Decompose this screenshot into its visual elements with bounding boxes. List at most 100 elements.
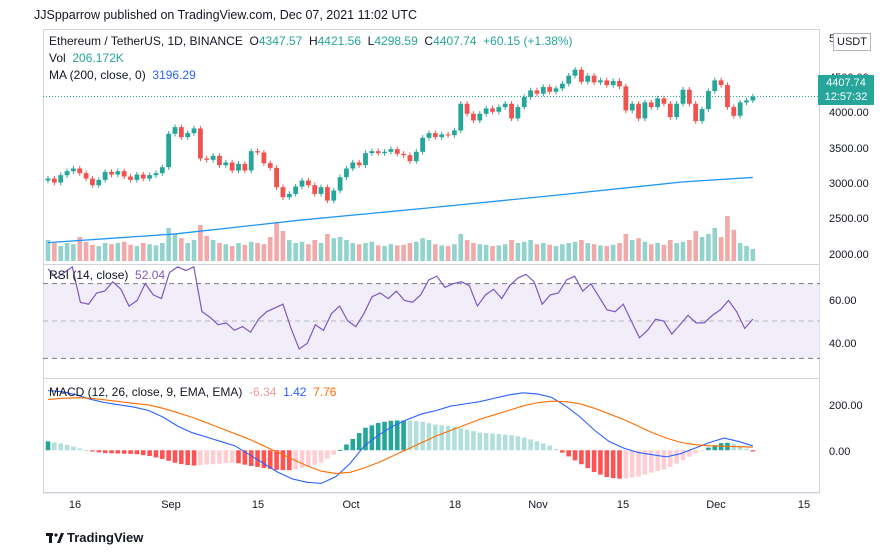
legend-volume-row[interactable]: Vol 206.172K [49,51,124,65]
volume-bar [515,243,521,261]
volume-bar [287,240,292,261]
macd-histogram-bar [407,420,413,451]
x-tick: 15 [251,499,265,511]
candle-body [382,151,387,154]
volume-bar [750,249,756,261]
volume-bar [90,244,95,261]
candle-body [185,133,191,138]
close-value: 4407.74 [433,34,477,48]
candle-body [579,69,584,82]
macd-histogram-bar [223,450,229,464]
volume-bar [198,225,203,261]
candle-body [458,103,464,131]
price-tick: 3500.00 [829,143,869,155]
macd-histogram-bar [629,450,635,478]
macd-histogram-bar [147,450,152,456]
macd-histogram-bar [477,432,483,451]
macd-histogram-bar [287,450,292,471]
macd-histogram-bar [185,450,190,466]
volume-bar [363,243,368,261]
macd-histogram-bar [337,449,343,451]
candle-body [744,100,749,103]
macd-signal-line [47,397,753,474]
volume-bar [521,241,527,261]
candle-body [617,81,622,87]
volume-bar [541,243,546,261]
tradingview-logo[interactable]: TradingView [46,530,143,545]
volume-bar [236,243,241,261]
volume-bar [318,243,324,261]
rsi-label: RSI (14, close) [49,268,129,282]
macd-tick: 0.00 [829,446,851,458]
x-tick: Dec [706,499,726,511]
candle-body [706,91,711,110]
volume-bar [680,241,686,261]
macd-histogram-bar [261,450,267,468]
macd-histogram-bar [668,450,673,468]
volume-bar [140,243,146,261]
candle-body [661,98,667,104]
volume-bar [229,246,235,261]
tradingview-logo-icon [46,530,64,545]
rsi-value: 52.04 [135,268,166,282]
macd-histogram-bar [71,446,76,451]
symbol-name[interactable]: Ethereum / TetherUS, 1D, BINANCE [49,34,243,48]
candle-body [128,176,133,180]
volume-bar [687,240,692,261]
macd-histogram-bar [96,450,102,453]
volume-bar [179,238,184,261]
volume-bar [553,246,559,261]
macd-histogram-bar [204,450,210,465]
volume-bar [401,244,406,261]
pane-separator-rsi[interactable] [43,264,820,265]
volume-value: 206.172K [72,51,124,65]
macd-histogram-bar [737,445,743,451]
candle-body [90,178,95,186]
volume-bar [134,246,140,261]
change-value: +60.15 (+1.38%) [483,34,573,48]
volume-bar [560,244,565,261]
macd-histogram-bar [217,450,222,464]
candle-body [648,102,654,108]
candle-body [45,178,51,181]
volume-bar [121,241,127,261]
macd-histogram-bar [153,450,159,458]
currency-button[interactable]: USDT [833,33,871,51]
volume-bar [102,243,108,261]
publish-info: JJSpparrow published on TradingView.com,… [34,8,418,22]
candle-body [534,90,540,94]
pane-separator-macd[interactable] [43,378,820,379]
candle-body [102,171,108,180]
volume-bar [83,241,89,261]
macd-histogram-bar [52,442,57,451]
candle-body [51,178,57,183]
macd-histogram-bar [687,450,692,457]
macd-histogram-bar [464,429,470,451]
volume-bar [325,234,330,261]
volume-bar [566,243,571,261]
volume-bar [210,240,216,261]
x-tick: 18 [448,499,462,511]
candle-body [712,80,718,92]
volume-bar [439,245,444,261]
macd-histogram-bar [585,450,591,469]
macd-histogram-bar [248,450,254,466]
low-label: L [367,34,375,48]
legend-ma-row[interactable]: MA (200, close, 0) 3196.29 [49,68,196,82]
candle-body [413,151,419,162]
macd-histogram-bar [699,450,705,452]
volume-bar [445,246,451,261]
macd-histogram-bar [591,450,597,473]
candle-body [236,163,241,171]
macd-histogram-bar [83,450,89,452]
legend-macd-row[interactable]: MACD (12, 26, close, 9, EMA, EMA) -6.34 … [49,385,336,399]
legend-symbol-row: Ethereum / TetherUS, 1D, BINANCE O4347.5… [49,34,573,48]
legend-rsi-row[interactable]: RSI (14, close) 52.04 [49,268,165,282]
rsi-tick: 60.00 [829,295,857,307]
candle-body [420,137,426,152]
macd-histogram-bar [312,450,317,465]
candle-body [559,83,565,89]
x-tick: Oct [342,499,360,511]
volume-bar [509,240,514,261]
